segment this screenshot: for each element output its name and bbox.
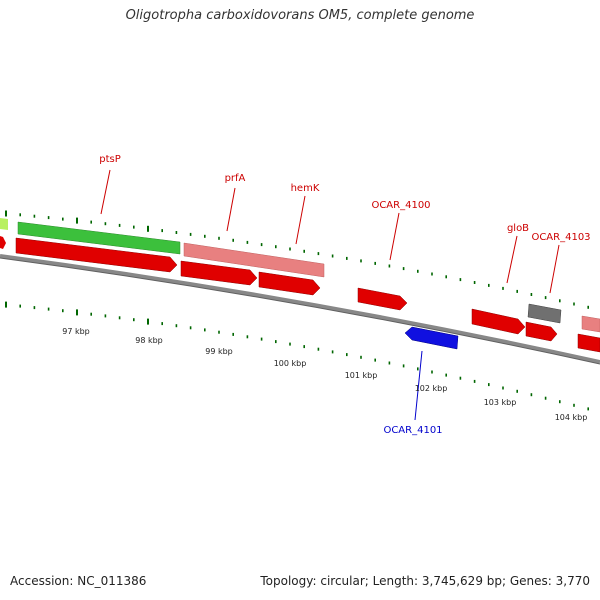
leader-OCAR_4101 xyxy=(414,350,423,421)
gene-arrow-OCAR_4100 xyxy=(357,287,408,311)
genome-backbone xyxy=(0,254,600,364)
scale-label-98: 98 kbp xyxy=(135,336,163,345)
feature-rrna-ptsP xyxy=(17,221,181,255)
scale-label-102: 102 kbp xyxy=(415,384,448,393)
gene-label-OCAR_4103: OCAR_4103 xyxy=(531,232,590,243)
gene-arrow-OCAR_4103 xyxy=(525,321,558,342)
leader-prfA xyxy=(226,187,236,232)
gene-arrow-gloB xyxy=(471,308,526,335)
accession-text: Accession: NC_011386 xyxy=(10,574,147,588)
gene-arrow-left-edge xyxy=(0,236,6,249)
leader-ptsP xyxy=(100,169,111,215)
feature-pseudo-prfA xyxy=(183,242,325,278)
gene-label-gloB: gloB xyxy=(507,223,529,234)
gene-arrow-2 xyxy=(180,260,258,286)
scale-label-104: 104 kbp xyxy=(555,413,588,422)
scale-label-103: 103 kbp xyxy=(484,398,517,407)
feature-other-gray xyxy=(527,303,562,324)
gene-label-OCAR_4100: OCAR_4100 xyxy=(371,200,430,211)
figure-title: Oligotropha carboxidovorans OM5, complet… xyxy=(125,8,475,23)
scale-label-99: 99 kbp xyxy=(205,347,233,356)
gene-arrow-1 xyxy=(15,237,178,273)
summary-text: Topology: circular; Length: 3,745,629 bp… xyxy=(260,574,590,588)
gene-label-OCAR_4101: OCAR_4101 xyxy=(383,425,442,436)
gene-arrow-right-edge xyxy=(577,333,600,353)
top-tick-row xyxy=(5,210,590,309)
gene-arrow-OCAR_4101 xyxy=(404,326,459,350)
leader-hemK xyxy=(295,195,306,245)
bottom-tick-row xyxy=(5,301,590,411)
scale-label-101: 101 kbp xyxy=(345,371,378,380)
scale-label-97: 97 kbp xyxy=(62,327,90,336)
feature-light-green xyxy=(0,218,8,230)
scale-label-100: 100 kbp xyxy=(274,359,307,368)
genome-backbone-shadow xyxy=(0,257,600,365)
gene-label-prfA: prfA xyxy=(225,173,246,184)
gene-label-hemK: hemK xyxy=(291,183,320,194)
leader-gloB xyxy=(506,235,518,284)
gene-arrow-3 xyxy=(258,271,321,296)
leader-OCAR_4103 xyxy=(549,244,560,294)
gene-label-ptsP: ptsP xyxy=(99,154,121,165)
feature-pseudo-right-edge xyxy=(581,315,600,333)
leader-OCAR_4100 xyxy=(389,212,400,261)
